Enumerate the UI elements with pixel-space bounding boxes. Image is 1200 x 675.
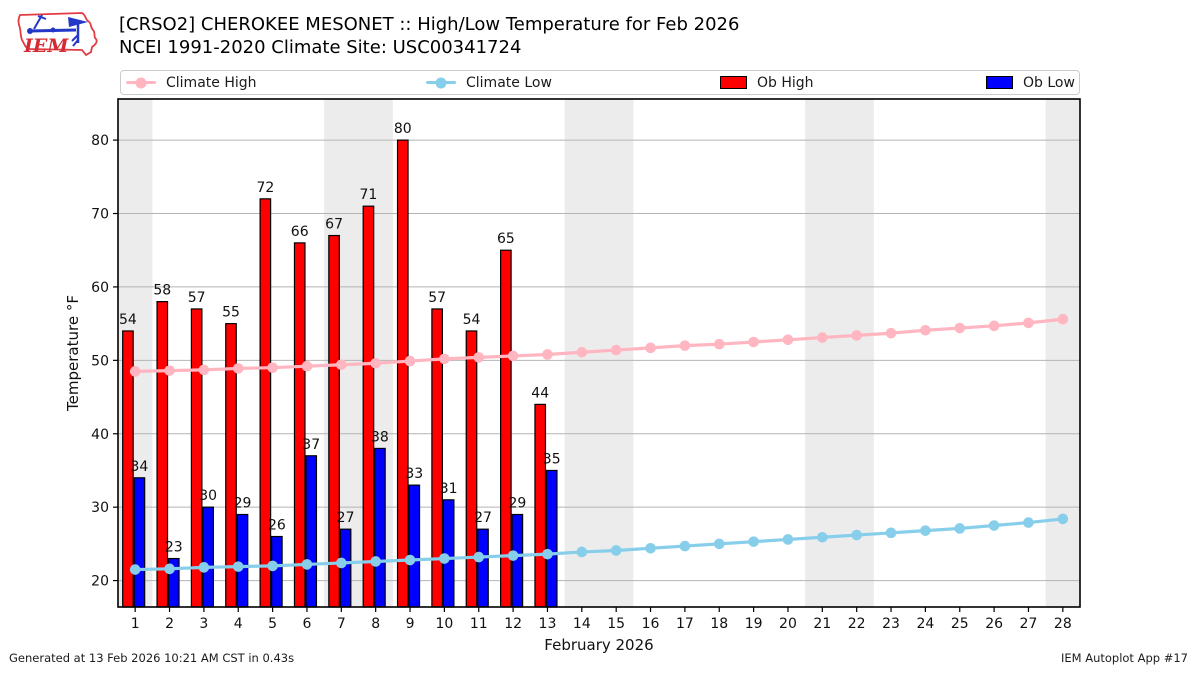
svg-text:67: 67 [325, 217, 343, 233]
svg-text:57: 57 [188, 290, 206, 306]
legend-label: Ob High [757, 74, 814, 91]
svg-text:29: 29 [508, 496, 526, 512]
svg-text:37: 37 [302, 437, 320, 453]
ob-high-swatch-icon [720, 76, 747, 89]
svg-text:26: 26 [268, 518, 286, 534]
svg-text:22: 22 [848, 616, 866, 632]
svg-text:13: 13 [539, 616, 557, 632]
svg-text:70: 70 [91, 207, 109, 223]
svg-text:24: 24 [916, 616, 934, 632]
iem-logo: IEM [17, 12, 98, 57]
svg-text:30: 30 [199, 488, 217, 504]
generated-timestamp: Generated at 13 Feb 2026 10:21 AM CST in… [9, 651, 295, 665]
svg-text:30: 30 [91, 500, 109, 516]
x-axis: 1 2 3 4 5 6 7 8 9 10 11 12 13 14 15 16 17 18 19 20 21 22 23 24 2… [131, 607, 1072, 632]
svg-text:55: 55 [222, 305, 240, 321]
y-axis-title: Temperature °F [64, 295, 82, 412]
svg-text:34: 34 [131, 459, 149, 475]
svg-text:23: 23 [882, 616, 900, 632]
legend-item-climate-high: Climate High [126, 71, 257, 94]
svg-text:17: 17 [676, 616, 694, 632]
climate-low-line-icon [426, 81, 456, 84]
svg-text:18: 18 [710, 616, 728, 632]
ob-high-bars [122, 139, 547, 608]
weather-vane-icon [27, 14, 88, 47]
svg-text:31: 31 [440, 481, 458, 497]
svg-text:57: 57 [428, 290, 446, 306]
svg-text:58: 58 [153, 283, 171, 299]
svg-text:26: 26 [985, 616, 1003, 632]
svg-text:38: 38 [371, 429, 389, 445]
y-axis: 20 30 40 50 60 70 80 [91, 133, 118, 590]
svg-text:4: 4 [234, 616, 243, 632]
svg-text:5: 5 [268, 616, 277, 632]
svg-text:21: 21 [813, 616, 831, 632]
svg-text:11: 11 [470, 616, 488, 632]
ob-low-swatch-icon [986, 76, 1013, 89]
chart-title: [CRSO2] CHEROKEE MESONET :: High/Low Tem… [119, 14, 740, 35]
ob-low-bars [133, 447, 558, 608]
svg-text:71: 71 [360, 187, 378, 203]
svg-text:27: 27 [1020, 616, 1038, 632]
iowa-outline-icon [17, 12, 98, 57]
iem-logo-text: IEM [23, 35, 69, 57]
svg-text:29: 29 [234, 496, 252, 512]
legend-label: Climate Low [466, 74, 552, 91]
svg-text:23: 23 [165, 540, 183, 556]
chart-subtitle: NCEI 1991-2020 Climate Site: USC00341724 [119, 37, 522, 58]
legend: Climate High Climate Low Ob High Ob Low [120, 70, 1080, 95]
plot-frame [117, 98, 1081, 608]
svg-text:9: 9 [406, 616, 415, 632]
svg-text:8: 8 [371, 616, 380, 632]
svg-text:40: 40 [91, 427, 109, 443]
svg-text:10: 10 [435, 616, 453, 632]
bar-value-labels: 54 58 57 55 72 66 67 71 80 57 54 65 44 34 23 30 29 26 37 27… [119, 121, 561, 555]
svg-text:33: 33 [405, 466, 423, 482]
svg-text:7: 7 [337, 616, 346, 632]
svg-text:6: 6 [303, 616, 312, 632]
svg-text:3: 3 [199, 616, 208, 632]
svg-text:35: 35 [543, 451, 561, 467]
svg-text:60: 60 [91, 280, 109, 296]
svg-text:72: 72 [256, 180, 274, 196]
chart-titles: [CRSO2] CHEROKEE MESONET :: High/Low Tem… [119, 13, 739, 59]
svg-text:28: 28 [1054, 616, 1072, 632]
svg-text:66: 66 [291, 224, 309, 240]
legend-item-ob-low: Ob Low [986, 71, 1075, 94]
svg-text:1: 1 [131, 616, 140, 632]
svg-text:27: 27 [337, 510, 355, 526]
svg-text:19: 19 [745, 616, 763, 632]
climate-high-line-icon [126, 81, 156, 84]
legend-item-ob-high: Ob High [720, 71, 814, 94]
svg-text:15: 15 [607, 616, 625, 632]
climate-high-line [129, 313, 1069, 377]
svg-text:44: 44 [531, 385, 549, 401]
x-axis-title: February 2026 [544, 636, 653, 654]
svg-text:12: 12 [504, 616, 522, 632]
svg-text:80: 80 [394, 121, 412, 137]
svg-text:65: 65 [497, 231, 515, 247]
legend-item-climate-low: Climate Low [426, 71, 552, 94]
svg-text:50: 50 [91, 353, 109, 369]
svg-text:54: 54 [463, 312, 481, 328]
legend-label: Ob Low [1023, 74, 1075, 91]
app-credit: IEM Autoplot App #17 [1060, 651, 1188, 665]
svg-text:20: 20 [779, 616, 797, 632]
svg-text:14: 14 [573, 616, 591, 632]
svg-text:27: 27 [474, 510, 492, 526]
svg-text:25: 25 [951, 616, 969, 632]
svg-text:2: 2 [165, 616, 174, 632]
svg-text:20: 20 [91, 574, 109, 590]
legend-label: Climate High [166, 74, 257, 91]
svg-text:16: 16 [642, 616, 660, 632]
climate-low-line [129, 513, 1069, 575]
svg-text:54: 54 [119, 312, 137, 328]
svg-text:80: 80 [91, 133, 109, 149]
